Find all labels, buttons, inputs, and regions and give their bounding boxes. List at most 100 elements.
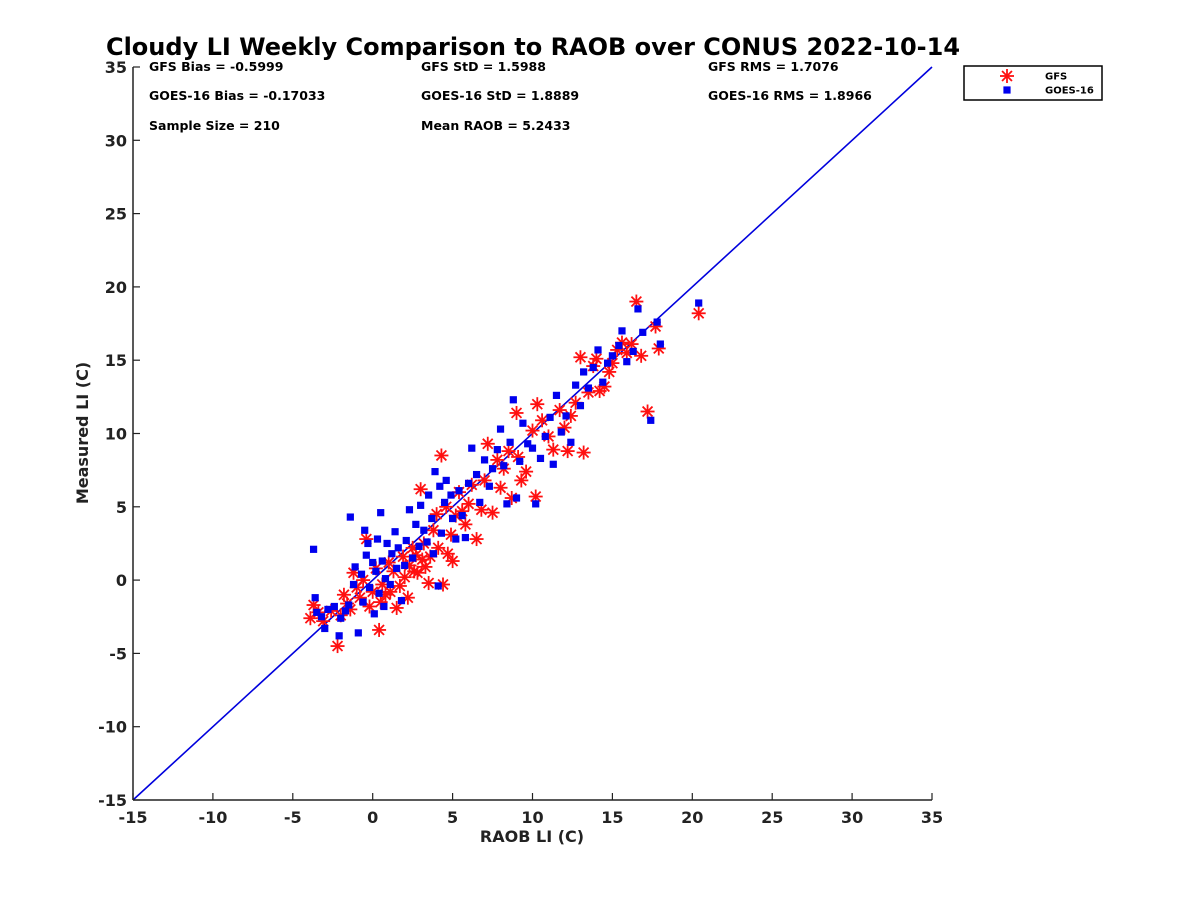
x-tick-label: 30 [841, 808, 863, 827]
goes16-point [509, 396, 517, 404]
stat-text: GFS StD = 1.5988 [421, 59, 546, 74]
gfs-point [648, 319, 663, 334]
gfs-point [493, 480, 508, 495]
goes16-point [541, 432, 549, 441]
gfs-point [525, 423, 540, 438]
x-tick-label: -5 [284, 808, 302, 827]
goes16-point [388, 550, 396, 558]
goes16-point [476, 498, 484, 507]
goes16-point [455, 487, 463, 495]
goes16-point [402, 536, 410, 545]
goes16-point [428, 514, 436, 523]
legend-label: GFS [1045, 72, 1067, 83]
y-tick-label: 5 [116, 498, 127, 517]
goes16-point [405, 506, 414, 514]
legend-box [963, 65, 1103, 101]
gfs-point [634, 348, 649, 363]
x-tick-label: 15 [601, 808, 623, 827]
y-tick-label: 25 [105, 205, 127, 224]
gfs-point [560, 444, 575, 459]
gfs-point [431, 540, 446, 555]
goes16-point [519, 419, 527, 427]
goes16-point [311, 594, 319, 602]
y-axis-ticks: -15 -10 -5 0 5 10 15 20 25 30 35 [98, 58, 140, 810]
y-tick-label: 15 [105, 351, 127, 370]
goes16-point [381, 575, 390, 583]
legend-marker-gfs [1000, 69, 1014, 83]
gfs-point [362, 599, 377, 614]
goes16-point [503, 500, 511, 508]
goes16-point [373, 535, 382, 543]
goes16-point [576, 402, 585, 410]
gfs-point [410, 565, 425, 580]
gfs-point [530, 397, 545, 412]
goes16-point [321, 624, 329, 633]
goes16-point [412, 520, 420, 528]
goes16-point [480, 456, 489, 464]
goes16-point [436, 482, 444, 490]
y-tick-label: -10 [98, 718, 127, 737]
goes16-point [623, 358, 631, 366]
gfs-point [501, 444, 516, 459]
goes16-point [589, 363, 597, 372]
goes16-point [383, 539, 391, 548]
goes16-point [364, 539, 372, 548]
goes16-point [417, 501, 425, 509]
goes16-point [604, 359, 612, 367]
goes16-point [506, 438, 514, 446]
goes16-point [695, 299, 703, 307]
goes16-point [375, 589, 383, 597]
goes16-point [536, 454, 545, 463]
gfs-point [396, 549, 411, 564]
goes16-point [567, 438, 575, 446]
goes16-point [485, 482, 493, 490]
goes16-point [608, 352, 616, 360]
goes16-point [546, 413, 554, 421]
goes16-point [351, 563, 359, 571]
goes16-point [447, 491, 455, 499]
goes16-point [437, 529, 446, 537]
y-tick-label: 0 [116, 571, 127, 590]
goes16-point [354, 629, 362, 637]
goes16-point [423, 538, 431, 546]
goes16-point [524, 440, 532, 448]
stat-text: GOES-16 RMS = 1.8966 [708, 88, 872, 103]
goes16-point [496, 425, 505, 433]
x-tick-label: -10 [198, 808, 227, 827]
goes16-point [528, 444, 537, 452]
stat-text: GOES-16 Bias = -0.17033 [149, 88, 325, 103]
goes16-point [532, 500, 540, 508]
legend-label: GOES-16 [1045, 86, 1094, 97]
x-tick-label: 20 [681, 808, 703, 827]
goes16-point [365, 583, 374, 592]
goes16-point [317, 613, 326, 621]
stat-text: GFS RMS = 1.7076 [708, 59, 839, 74]
goes16-point [409, 554, 417, 562]
goes16-point [656, 340, 664, 348]
goes16-point [330, 602, 338, 611]
stats-panel: GFS Bias = -0.5999 GFS StD = 1.5988 GFS RM… [149, 59, 872, 133]
goes16-point [458, 511, 466, 520]
x-tick-label: 10 [521, 808, 543, 827]
x-axis-label: RAOB LI (C) [480, 827, 584, 846]
stat-text: GFS Bias = -0.5999 [149, 59, 283, 74]
gfs-point [519, 464, 534, 479]
gfs-point [397, 570, 412, 585]
gfs-point [421, 576, 436, 591]
gfs-point [691, 306, 706, 321]
x-tick-label: -15 [119, 808, 148, 827]
goes16-point [615, 341, 623, 350]
gfs-point [418, 559, 433, 574]
goes16-point [468, 444, 476, 452]
goes16-point [341, 607, 350, 615]
goes16-point [386, 580, 394, 589]
goes16-point [572, 381, 580, 389]
goes16-point [557, 428, 565, 436]
goes16-point [359, 598, 367, 606]
series-layer [303, 294, 706, 654]
x-tick-label: 5 [447, 808, 458, 827]
goes16-point [461, 533, 469, 542]
goes16-point [378, 557, 386, 565]
goes16-point [434, 582, 442, 590]
